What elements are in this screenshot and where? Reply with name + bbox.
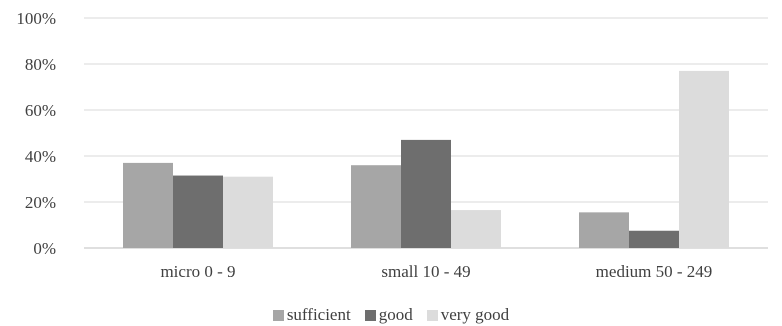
y-tick-label: 80% xyxy=(25,55,56,74)
legend-swatch-good xyxy=(364,309,376,321)
y-tick-label: 20% xyxy=(25,193,56,212)
x-axis-tick-labels: micro 0 - 9 small 10 - 49 medium 50 - 249 xyxy=(160,262,712,281)
y-tick-label: 60% xyxy=(25,101,56,120)
bar-good-0 xyxy=(173,175,223,248)
bar-good-2 xyxy=(629,230,679,248)
legend-label-sufficient: sufficient xyxy=(286,305,351,324)
bar-sufficient-1 xyxy=(351,165,401,248)
legend-label-very-good: very good xyxy=(440,305,510,324)
bars xyxy=(123,70,729,249)
x-tick-label: small 10 - 49 xyxy=(381,262,470,281)
legend-item-sufficient: sufficient xyxy=(272,305,351,325)
x-tick-label: micro 0 - 9 xyxy=(160,262,235,281)
bar-sufficient-0 xyxy=(123,162,173,248)
x-tick-label: medium 50 - 249 xyxy=(596,262,713,281)
y-tick-label: 100% xyxy=(16,9,56,28)
y-tick-label: 0% xyxy=(33,239,56,258)
bar-very-good-2 xyxy=(679,70,729,249)
legend: sufficient good very good xyxy=(0,304,782,326)
legend-label-good: good xyxy=(378,305,413,324)
bar-sufficient-2 xyxy=(579,212,629,248)
legend-swatch-sufficient xyxy=(272,309,284,321)
bar-good-1 xyxy=(401,139,451,248)
legend-swatch-very-good xyxy=(426,309,438,321)
y-tick-label: 40% xyxy=(25,147,56,166)
bar-very-good-1 xyxy=(451,210,501,248)
legend-item-very-good: very good xyxy=(426,305,510,325)
y-axis-tick-labels: 0% 20% 40% 60% 80% 100% xyxy=(16,9,56,258)
legend-item-good: good xyxy=(364,305,413,325)
bar-very-good-0 xyxy=(223,176,273,248)
